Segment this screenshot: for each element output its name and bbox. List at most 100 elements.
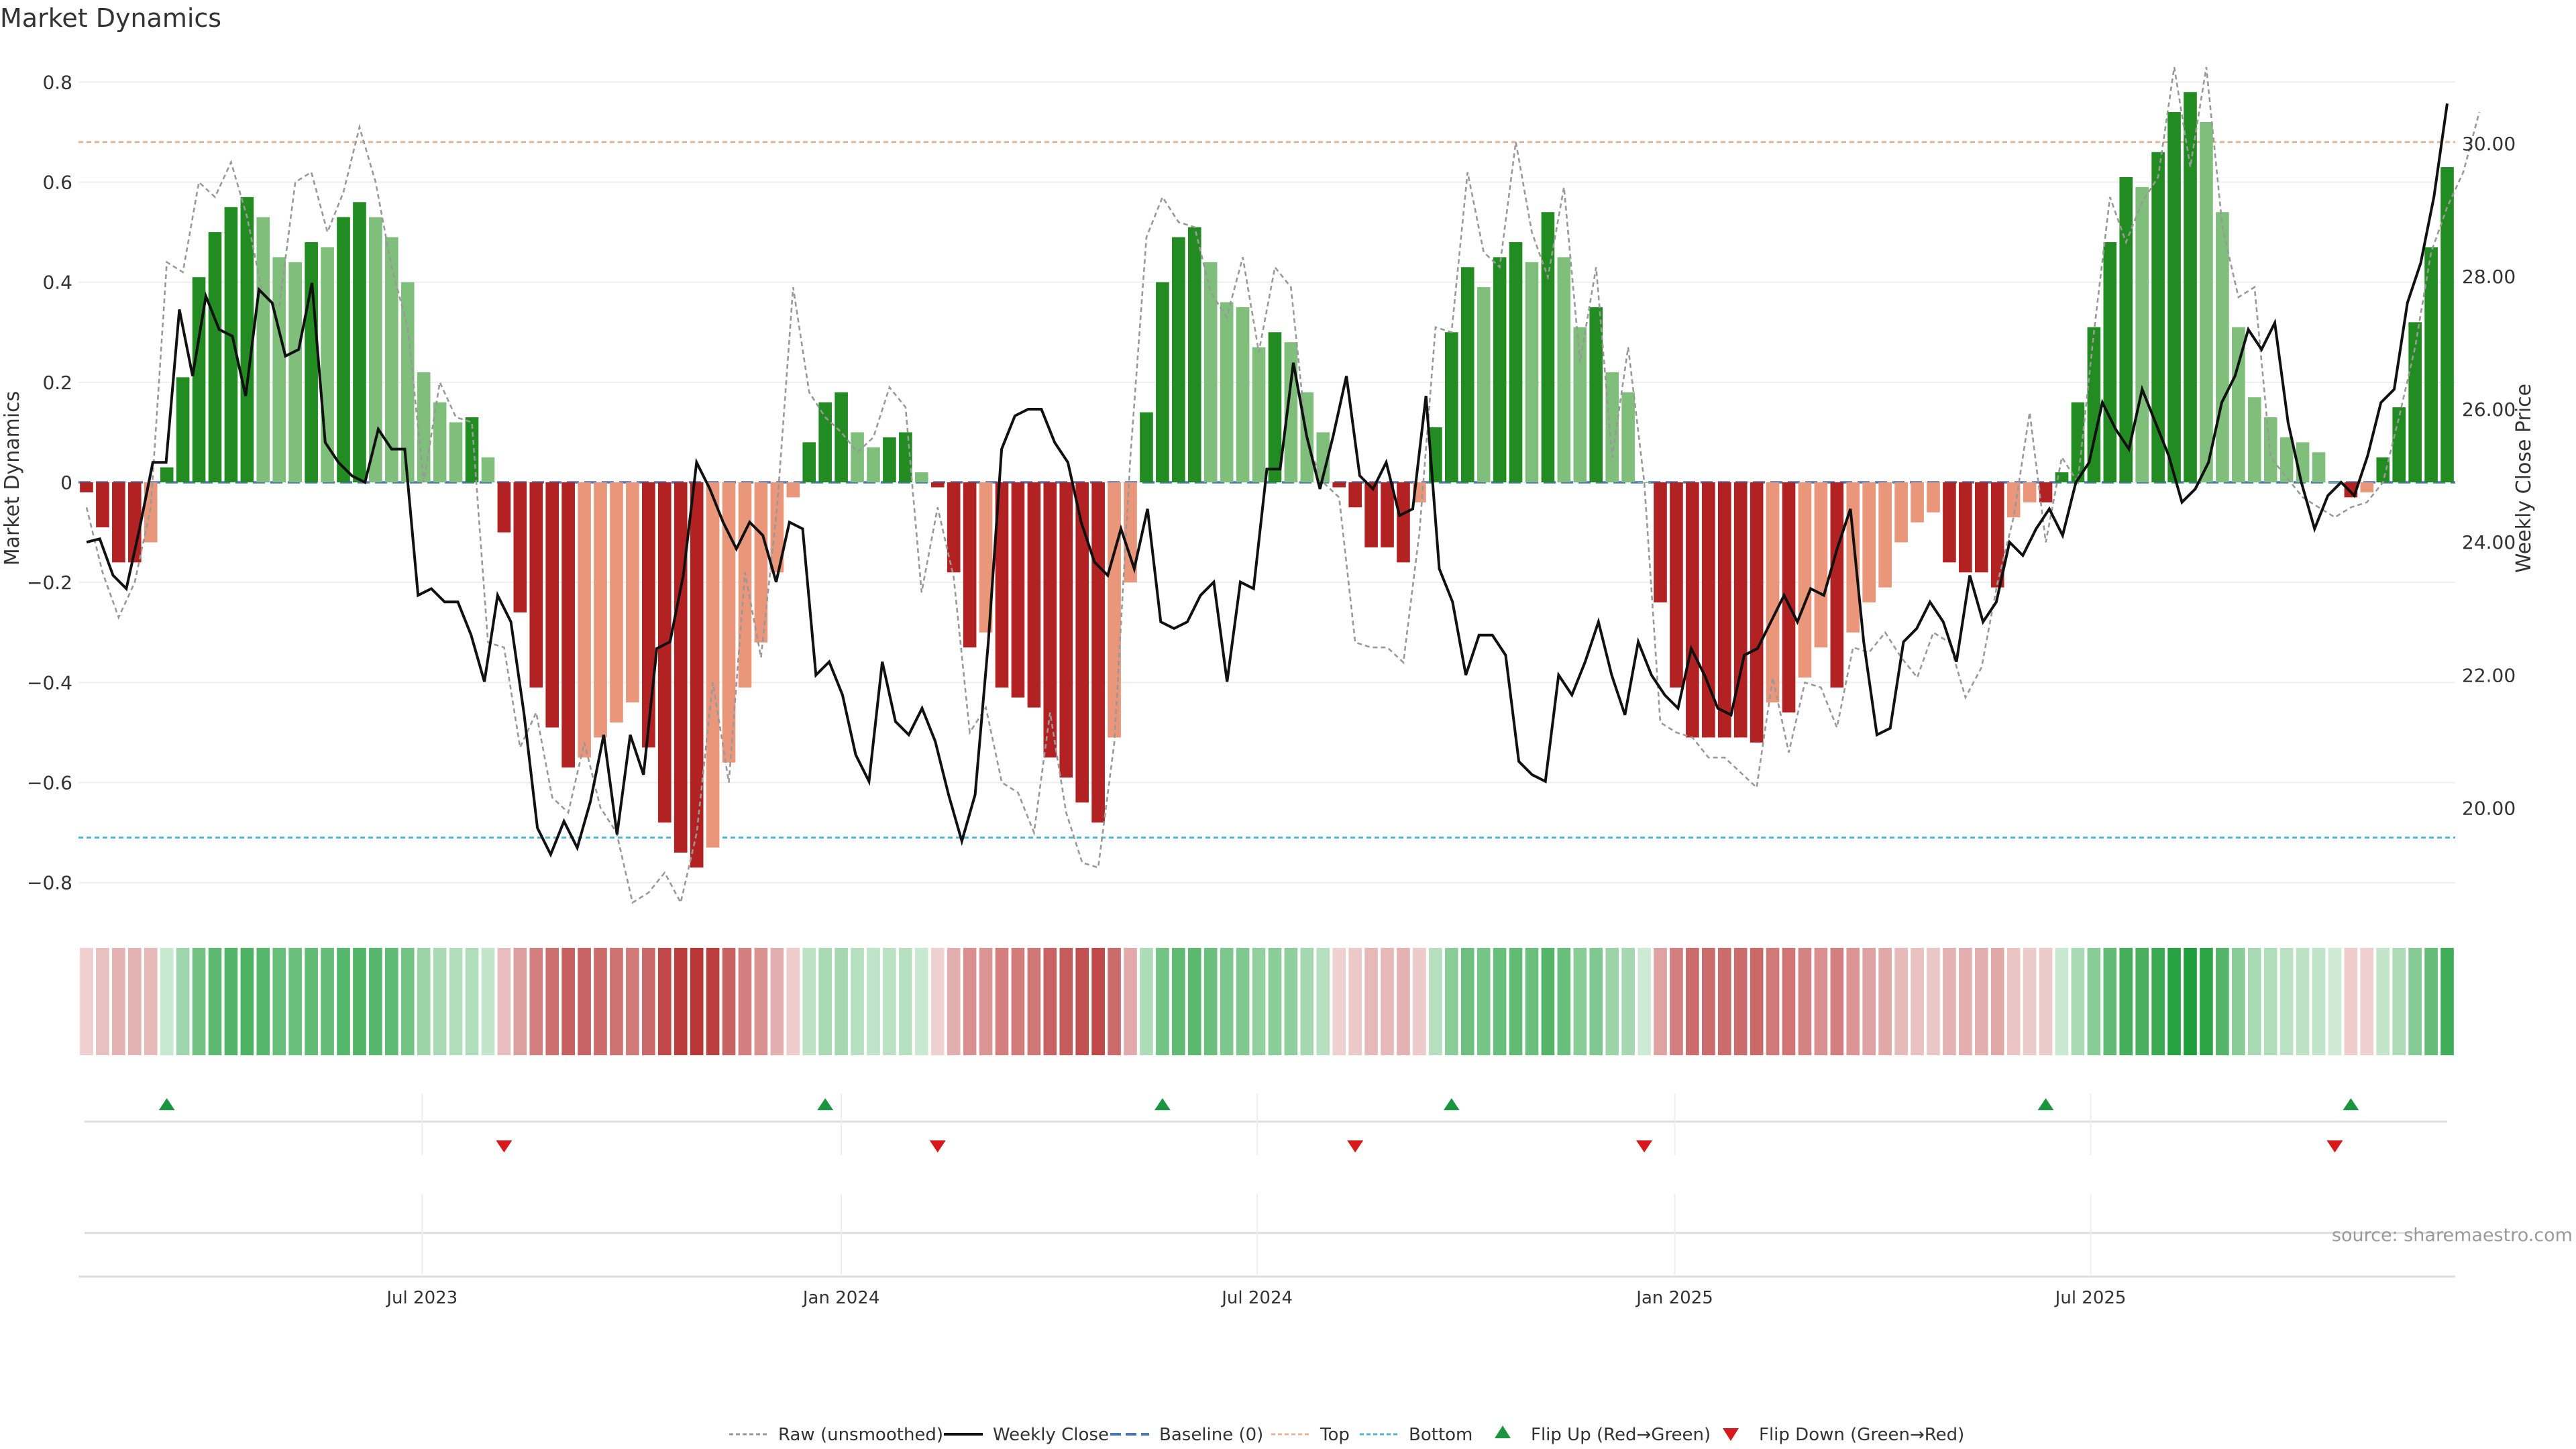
momentum-bar (192, 277, 206, 482)
heat-cell (1525, 948, 1539, 1055)
momentum-bar (2216, 212, 2229, 482)
heat-cell (192, 948, 206, 1055)
heat-cell (818, 948, 832, 1055)
momentum-bar (1605, 372, 1619, 482)
heat-cell (1300, 948, 1314, 1055)
heat-cell (2200, 948, 2213, 1055)
heat-cell (1686, 948, 1699, 1055)
heat-cell (2151, 948, 2165, 1055)
flip-down-marker (1347, 1140, 1364, 1152)
left-tick-label: 0.8 (42, 71, 72, 93)
flip-down-marker (1636, 1140, 1653, 1152)
momentum-bar (176, 377, 190, 482)
heat-cell (369, 948, 382, 1055)
legend-label: Baseline (0) (1159, 1425, 1263, 1445)
momentum-bar (610, 482, 623, 723)
momentum-bar (1621, 392, 1635, 482)
momentum-bar (1284, 342, 1298, 482)
momentum-bar (2263, 417, 2277, 482)
heat-cell (545, 948, 559, 1055)
momentum-bar (1268, 332, 1282, 482)
momentum-bar (963, 482, 977, 648)
chart-legend: Raw (unsmoothed) Weekly Close Baseline (0)… (729, 1425, 1964, 1445)
momentum-bar (1236, 307, 1250, 482)
heat-cell (2167, 948, 2181, 1055)
momentum-bar (272, 257, 286, 482)
heat-cell (176, 948, 190, 1055)
heat-cell (947, 948, 961, 1055)
momentum-bar (786, 482, 800, 498)
heat-cell (1557, 948, 1571, 1055)
momentum-bar (561, 482, 575, 768)
momentum-bar (594, 482, 607, 738)
heat-cell (1444, 948, 1458, 1055)
heat-cell (1894, 948, 1908, 1055)
legend-swatch-flip-down (1723, 1428, 1739, 1441)
momentum-bar (2247, 397, 2261, 482)
momentum-bar (2071, 402, 2085, 482)
momentum-bar (1814, 482, 1828, 648)
momentum-bar (1911, 482, 1924, 523)
heat-cell (529, 948, 543, 1055)
heat-cell (127, 948, 142, 1055)
momentum-bar (2408, 322, 2422, 482)
momentum-bar (1397, 482, 1410, 563)
momentum-bar (2119, 177, 2133, 482)
momentum-bar (754, 482, 768, 643)
momentum-bar (657, 482, 672, 823)
momentum-bar (513, 482, 527, 612)
momentum-bar (1444, 332, 1458, 482)
heat-cell (1140, 948, 1153, 1055)
flip-down-marker (929, 1140, 946, 1152)
heat-cell (626, 948, 639, 1055)
momentum-bar (1332, 482, 1346, 488)
flip-markers-panel (85, 1093, 2447, 1155)
heat-cell (1460, 948, 1474, 1055)
heat-cell (417, 948, 431, 1055)
left-tick-label: −0.8 (27, 872, 72, 894)
momentum-bar (930, 482, 945, 488)
momentum-bar (1862, 482, 1876, 603)
momentum-bar (1203, 262, 1218, 482)
momentum-bar (642, 482, 655, 748)
momentum-bar (353, 202, 366, 482)
heat-cell (465, 948, 479, 1055)
momentum-bar (770, 482, 784, 573)
heat-cell (1075, 948, 1089, 1055)
heat-cell (2247, 948, 2261, 1055)
heat-cell (449, 948, 463, 1055)
heat-cell (337, 948, 350, 1055)
left-tick-label: 0.4 (42, 272, 72, 294)
heat-cell (2055, 948, 2069, 1055)
flip-down-marker (496, 1140, 513, 1152)
x-tick-label: Jul 2023 (385, 1288, 458, 1308)
legend-label: Top (1320, 1425, 1350, 1445)
heat-cell (272, 948, 286, 1055)
momentum-bar (1156, 282, 1169, 482)
heat-cell (481, 948, 495, 1055)
heat-cell (144, 948, 158, 1055)
heat-cell (112, 948, 125, 1055)
heat-cell (1798, 948, 1812, 1055)
heat-cell (2376, 948, 2390, 1055)
momentum-bar (1846, 482, 1860, 633)
momentum-bar (288, 262, 302, 482)
momentum-bar (851, 432, 864, 482)
momentum-bar (818, 402, 832, 482)
heat-cell (2440, 948, 2454, 1055)
heat-cell (288, 948, 302, 1055)
momentum-bar (883, 437, 896, 482)
momentum-bar (497, 482, 511, 533)
momentum-bar (1733, 482, 1748, 738)
heat-cell (2392, 948, 2406, 1055)
momentum-bar (2200, 121, 2213, 482)
momentum-bar (995, 482, 1009, 688)
heat-cell (963, 948, 977, 1055)
flip-up-marker (2343, 1098, 2359, 1110)
momentum-bar (1059, 482, 1073, 778)
heat-cell (80, 948, 93, 1055)
heat-cell (2023, 948, 2037, 1055)
legend-label: Raw (unsmoothed) (778, 1425, 943, 1445)
momentum-bar (1974, 482, 1988, 573)
heat-cell (2296, 948, 2310, 1055)
